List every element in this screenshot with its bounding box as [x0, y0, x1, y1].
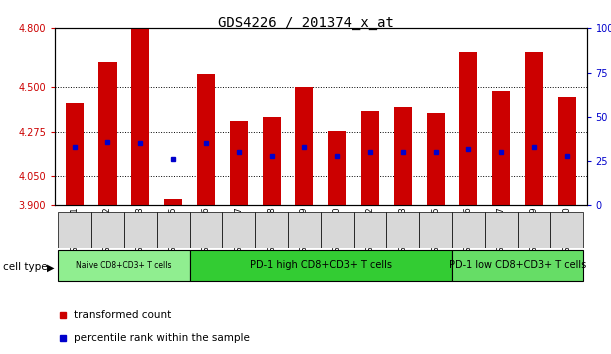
- Bar: [459, 52, 477, 205]
- FancyBboxPatch shape: [288, 212, 321, 248]
- FancyBboxPatch shape: [156, 212, 189, 248]
- Bar: [426, 113, 445, 205]
- Text: cell type: cell type: [3, 262, 48, 272]
- Text: GDS4226 / 201374_x_at: GDS4226 / 201374_x_at: [218, 16, 393, 30]
- Bar: [65, 103, 84, 205]
- FancyBboxPatch shape: [386, 212, 419, 248]
- Text: transformed count: transformed count: [73, 310, 171, 320]
- FancyBboxPatch shape: [321, 212, 354, 248]
- Bar: [393, 107, 412, 205]
- Bar: [492, 91, 510, 205]
- FancyBboxPatch shape: [255, 212, 288, 248]
- Bar: [230, 121, 248, 205]
- FancyBboxPatch shape: [551, 212, 584, 248]
- Bar: [328, 131, 346, 205]
- Bar: [361, 111, 379, 205]
- Text: ▶: ▶: [47, 262, 54, 272]
- FancyBboxPatch shape: [419, 212, 452, 248]
- FancyBboxPatch shape: [91, 212, 124, 248]
- FancyBboxPatch shape: [485, 212, 518, 248]
- Bar: [164, 199, 182, 205]
- Bar: [263, 117, 280, 205]
- FancyBboxPatch shape: [452, 212, 485, 248]
- Bar: [525, 52, 543, 205]
- FancyBboxPatch shape: [452, 250, 584, 281]
- FancyBboxPatch shape: [58, 212, 91, 248]
- FancyBboxPatch shape: [58, 250, 189, 281]
- Bar: [558, 97, 576, 205]
- FancyBboxPatch shape: [518, 212, 551, 248]
- Text: Naive CD8+CD3+ T cells: Naive CD8+CD3+ T cells: [76, 261, 172, 270]
- FancyBboxPatch shape: [222, 212, 255, 248]
- FancyBboxPatch shape: [189, 250, 452, 281]
- FancyBboxPatch shape: [189, 212, 222, 248]
- Text: percentile rank within the sample: percentile rank within the sample: [73, 333, 249, 343]
- FancyBboxPatch shape: [354, 212, 386, 248]
- Bar: [295, 87, 313, 205]
- Text: PD-1 high CD8+CD3+ T cells: PD-1 high CD8+CD3+ T cells: [250, 261, 392, 270]
- Bar: [98, 62, 117, 205]
- Text: PD-1 low CD8+CD3+ T cells: PD-1 low CD8+CD3+ T cells: [449, 261, 587, 270]
- Bar: [197, 74, 215, 205]
- Bar: [131, 28, 149, 205]
- FancyBboxPatch shape: [124, 212, 156, 248]
